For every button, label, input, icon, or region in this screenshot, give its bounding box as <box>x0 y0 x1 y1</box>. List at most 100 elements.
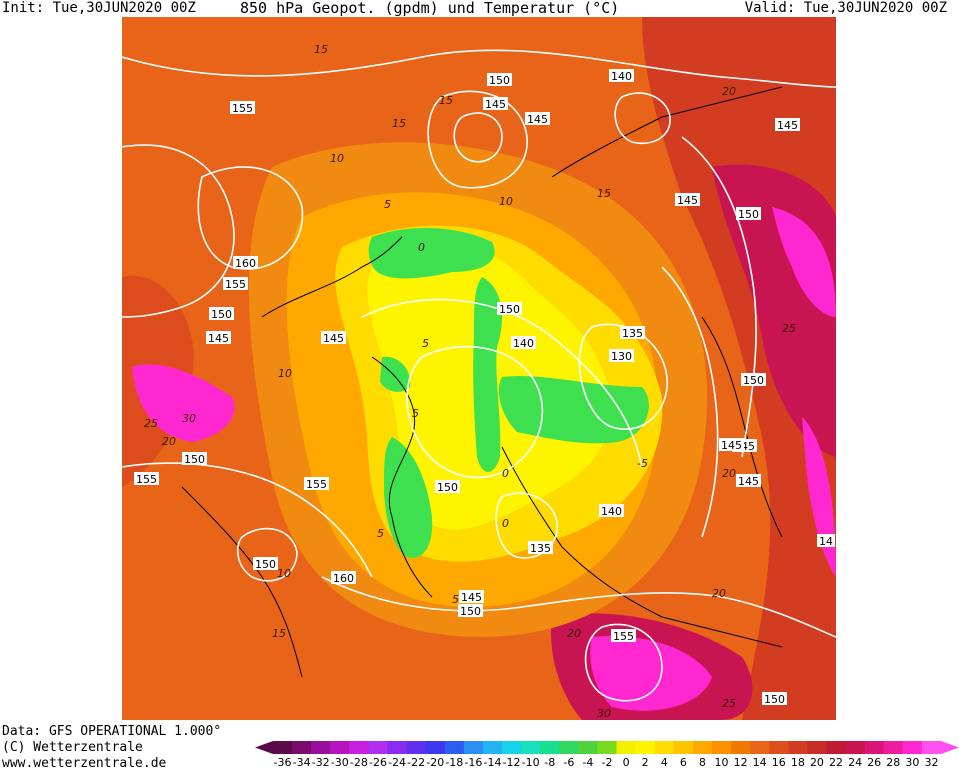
geopotential-value: 145 <box>208 332 229 345</box>
colorbar-tick-label: -26 <box>369 756 387 769</box>
geopotential-label: 150 <box>458 604 483 618</box>
label-background <box>719 438 744 451</box>
colorbar-cell <box>387 741 408 754</box>
colorbar-tick-label: 26 <box>867 756 881 769</box>
colorbar-right-arrow <box>941 741 959 754</box>
geopotential-label: 145 <box>525 112 550 126</box>
temperature-label: 10 <box>278 367 292 380</box>
geopotential-label: 150 <box>182 452 207 466</box>
label-background <box>675 193 700 206</box>
colorbar-cell <box>540 741 560 754</box>
colorbar-tick-label: 16 <box>772 756 786 769</box>
coastline-europe <box>501 446 783 648</box>
geopotential-label: 150 <box>762 692 787 706</box>
colorbar-tick-label: -28 <box>350 756 368 769</box>
chart-title: 850 hPa Geopot. (gpdm) und Temperatur (°… <box>240 0 620 17</box>
colorbar-tick-label: 6 <box>680 756 687 769</box>
geopotential-label: 155 <box>230 101 255 115</box>
colorbar-tick-label: 12 <box>734 756 748 769</box>
colorbar-cell <box>330 741 350 754</box>
contour-line <box>122 462 373 578</box>
temperature-colorbar: -36 -34 -32 -30 -28 -26 -24 -22 -20 -18 -16 -14 -12-… <box>255 741 959 769</box>
colorbar-tick-label: -10 <box>522 756 540 769</box>
colorbar-cell <box>635 741 656 754</box>
colorbar-left-arrow <box>255 741 273 754</box>
label-background <box>736 474 761 487</box>
label-background <box>609 69 634 82</box>
colorbar-cell <box>788 741 808 754</box>
geopotential-value: 150 <box>489 74 510 87</box>
temperature-label: 0 <box>502 517 509 530</box>
geopotential-label: 155 <box>611 629 636 643</box>
geopotential-value: 155 <box>225 278 246 291</box>
colorbar-tick-label: -24 <box>388 756 406 769</box>
colorbar-cell <box>521 741 541 754</box>
colorbar-tick-label: -2 <box>602 756 613 769</box>
geopotential-value: 140 <box>513 337 534 350</box>
colorbar-cell <box>769 741 789 754</box>
temperature-label: 0 <box>418 241 425 254</box>
colorbar-cell <box>597 741 618 754</box>
geopotential-label: 150 <box>209 307 234 321</box>
cold-core-small <box>380 356 411 392</box>
contour-line <box>427 90 528 189</box>
label-background <box>775 118 800 131</box>
contour-line <box>681 136 757 458</box>
geopotential-value: 150 <box>184 453 205 466</box>
label-background <box>817 534 835 547</box>
temperature-label: 20 <box>162 435 176 448</box>
geopotential-contours <box>122 49 836 702</box>
extreme-region-asia <box>772 207 836 317</box>
label-background <box>487 73 512 86</box>
colorbar-cell <box>807 741 827 754</box>
contour-line <box>661 266 719 538</box>
colorbar-cell <box>883 741 904 754</box>
colorbar-cell <box>711 741 732 754</box>
label-background <box>321 331 346 344</box>
contour-line <box>236 527 298 582</box>
label-background <box>620 326 645 339</box>
colorbar-cell <box>502 741 522 754</box>
colorbar-cell <box>864 741 885 754</box>
colorbar-cell <box>349 741 369 754</box>
label-background <box>230 101 255 114</box>
coastline-usa <box>181 486 303 678</box>
label-background <box>736 207 761 220</box>
weather-map: 155 150 140 145 145 145 150 160 155 150 145 145 150 1… <box>122 17 836 720</box>
geopotential-value: 145 <box>677 194 698 207</box>
temperature-label: 15 <box>597 187 611 200</box>
temperature-label: 5 <box>452 593 459 606</box>
colorbar-cell <box>616 741 637 754</box>
label-background <box>741 373 766 386</box>
geopotential-label: 155 <box>134 472 159 486</box>
colorbar-tick-label: 2 <box>642 756 649 769</box>
label-background <box>182 452 207 465</box>
geopotential-value: 155 <box>136 473 157 486</box>
colorbar-tick-label: -32 <box>312 756 330 769</box>
temperature-label: 10 <box>330 152 344 165</box>
colorbar-cell <box>406 741 427 754</box>
colorbar-tick-label: 30 <box>905 756 919 769</box>
geopotential-label: 150 <box>741 373 766 387</box>
geopotential-label: 145 <box>719 438 744 452</box>
geopotential-label: 145 <box>775 118 800 132</box>
temperature-label: 20 <box>712 587 726 600</box>
geopotential-value: 150 <box>437 481 458 494</box>
temperature-label: 15 <box>314 43 328 56</box>
label-background <box>134 472 159 485</box>
contour-line <box>406 345 544 479</box>
geopotential-value: 140 <box>601 505 622 518</box>
geopotential-label: 160 <box>233 256 258 270</box>
geopotential-value: 135 <box>622 327 643 340</box>
copyright-label: (C) Wetterzentrale <box>2 740 143 755</box>
colorbar-tick-label: 32 <box>924 756 938 769</box>
temperature-label: 30 <box>597 707 611 720</box>
temperature-label: 5 <box>422 337 429 350</box>
geopotential-value: 150 <box>460 605 481 618</box>
cold-core-south <box>384 437 433 558</box>
colorbar-cell <box>292 741 312 754</box>
geopotential-value: 14 <box>819 535 833 548</box>
geopotential-value: 145 <box>777 119 798 132</box>
geopotential-value: 135 <box>530 542 551 555</box>
